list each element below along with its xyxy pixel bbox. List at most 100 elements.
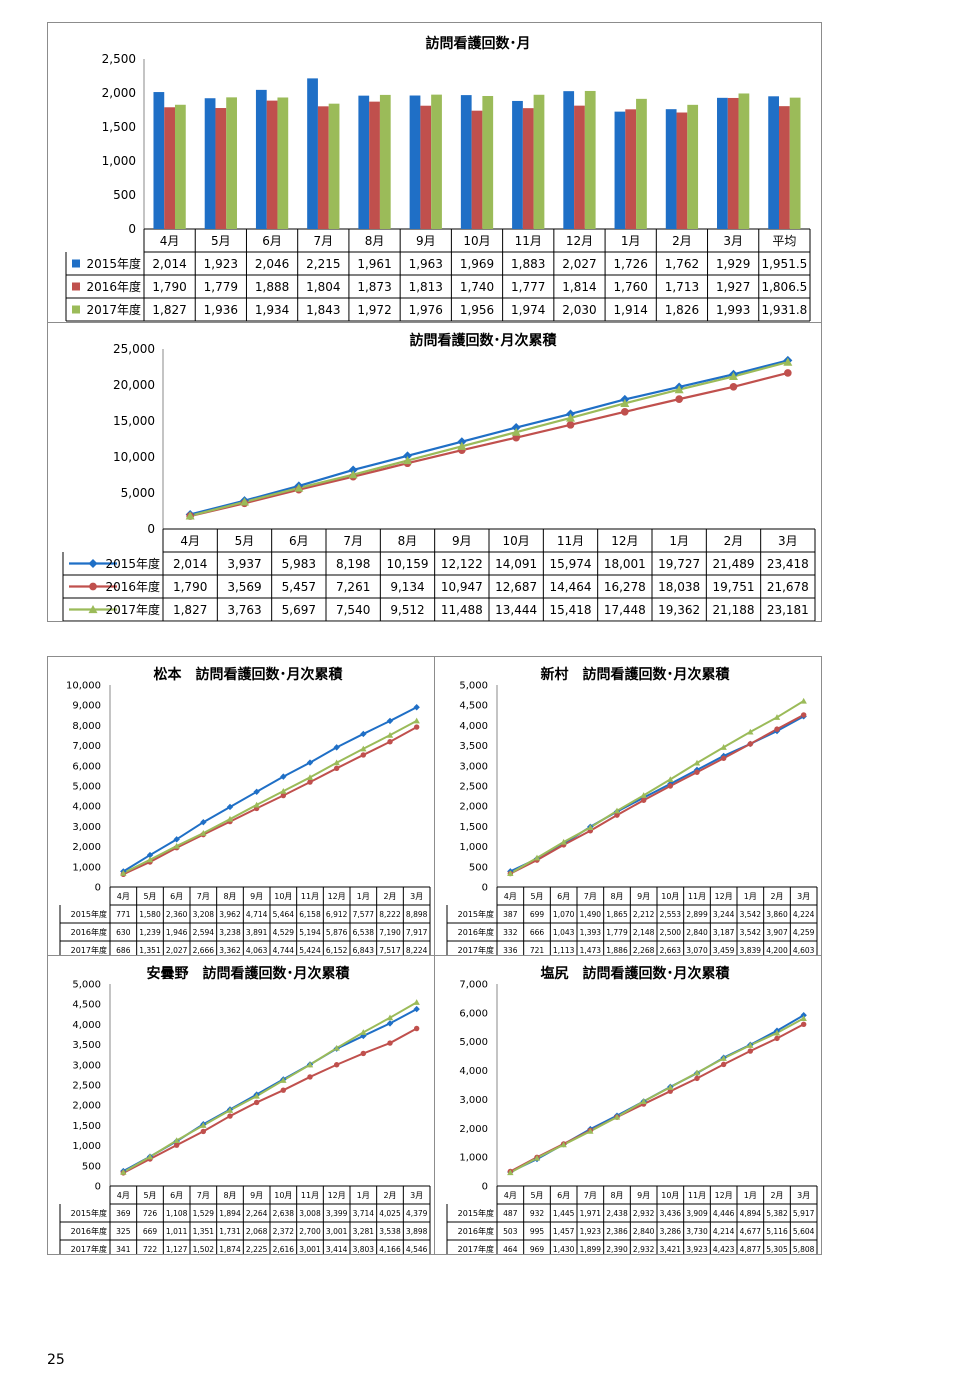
monthly-bar [533,94,545,229]
niimura-point [667,776,674,782]
cumulative-series-line [189,359,789,516]
monthly-data-label: 1,888 [255,280,289,294]
shiojiri-data-label: 1,457 [553,1227,575,1236]
monthly-category-label: 6月 [262,234,282,248]
shiojiri-data-label: 1,445 [553,1209,575,1218]
cumulative-ytick-label: 25,000 [113,342,155,356]
matsumoto-point [307,779,313,785]
azumino-data-label: 2,638 [273,1209,295,1218]
azumino-data-label: 3,803 [353,1245,375,1254]
cumulative-legend-label: 2015年度 [105,556,160,571]
monthly-ytick-label: 2,000 [102,86,136,100]
azumino-ytick-label: 4,000 [72,1020,101,1031]
niimura-data-label: 2,500 [660,928,682,937]
shiojiri-point [507,1169,514,1176]
niimura-ytick-label: 500 [469,862,488,873]
matsumoto-ytick-label: 1,000 [72,862,101,873]
niimura-point [560,838,567,845]
monthly-data-label: 2,030 [562,303,596,317]
chart-matsumoto-svg: 松本 訪問看護回数･月次累積 0 1,000 2,000 3,000 4,000 5,000… [59,666,431,955]
monthly-data-label: 1,976 [409,303,443,317]
chart-niimura: 新村 訪問看護回数･月次累積 0 500 1,000 1,500 2,000 2,500 3,… [434,656,822,956]
niimura-category-label: 8月 [610,892,623,901]
monthly-bar [420,105,432,229]
niimura-data-label: 2,268 [633,946,655,955]
cumulative-data-label: 5,457 [282,580,316,594]
matsumoto-point [333,759,340,766]
matsumoto-point [280,773,287,780]
cumulative-category-label: 1月 [669,534,689,548]
cumulative-category-label: 7月 [343,534,363,548]
niimura-data-label: 3,459 [713,946,735,955]
cumulative-data-label: 12,687 [495,580,537,594]
niimura-point [533,854,541,861]
matsumoto-point [200,829,207,836]
cumulative-point [457,441,467,450]
matsumoto-data-label: 7,577 [353,910,375,919]
cumulative-data-label: 15,974 [550,557,592,571]
matsumoto-legend-label: 2015年度 [71,909,107,919]
niimura-point [747,741,754,747]
cumulative-data-label: 21,678 [767,580,809,594]
shiojiri-ytick-label: 3,000 [459,1095,488,1106]
cumulative-data-label: 7,261 [336,580,370,594]
niimura-legend-label: 2015年度 [458,909,494,919]
shiojiri-data-label: 503 [503,1227,518,1236]
cumulative-data-label: 8,198 [336,557,370,571]
matsumoto-category-label: 6月 [170,892,183,901]
cumulative-legend-label: 2016年度 [105,579,160,594]
cumulative-category-label: 4月 [180,534,200,548]
matsumoto-data-label: 1,946 [166,928,188,937]
niimura-ytick-label: 3,000 [459,761,488,772]
matsumoto-data-label: 5,424 [299,946,321,955]
shiojiri-category-label: 6月 [557,1191,570,1200]
monthly-bar [277,97,289,229]
monthly-bar [317,106,329,229]
niimura-point [720,744,727,750]
cumulative-ytick-label: 15,000 [113,414,155,428]
shiojiri-category-label: 11月 [688,1191,706,1200]
monthly-data-label: 1,813 [409,280,443,294]
niimura-point [507,870,514,876]
cumulative-category-label: 6月 [289,534,309,548]
monthly-data-label: 1,963 [409,257,443,271]
cumulative-point [621,407,629,416]
matsumoto-data-label: 1,580 [139,910,161,919]
azumino-ytick-label: 2,000 [72,1101,101,1112]
matsumoto-data-label: 1,239 [139,928,161,937]
cumulative-data-label: 3,763 [227,603,261,617]
cumulative-category-label: 3月 [778,534,798,548]
shiojiri-category-label: 5月 [530,1191,543,1200]
matsumoto-ytick-label: 2,000 [72,842,101,853]
page-number: 25 [47,1352,65,1368]
niimura-point [774,726,780,732]
cumulative-data-label: 3,937 [227,557,261,571]
matsumoto-point [146,851,154,859]
matsumoto-ytick-label: 7,000 [72,741,101,752]
shiojiri-point [773,1029,781,1036]
monthly-data-label: 1,993 [716,303,750,317]
shiojiri-data-label: 5,116 [766,1227,788,1236]
shiojiri-point [693,1069,701,1076]
shiojiri-data-label: 5,808 [793,1245,815,1254]
azumino-point [226,1107,234,1113]
shiojiri-ytick-label: 7,000 [459,980,488,991]
niimura-data-label: 1,473 [580,946,602,955]
matsumoto-ytick-label: 6,000 [72,761,101,772]
azumino-ytick-label: 1,500 [72,1121,101,1132]
niimura-data-label: 332 [503,928,518,937]
matsumoto-data-label: 6,843 [353,946,375,955]
cumulative-legend-label: 2017年度 [105,602,160,617]
niimura-data-label: 721 [530,946,545,955]
monthly-data-label: 1,931.8 [761,303,807,317]
azumino-data-label: 1,127 [166,1245,188,1254]
monthly-data-label: 1,804 [306,280,340,294]
monthly-bar [460,95,472,229]
monthly-bar [431,94,442,229]
shiojiri-legend-label: 2017年度 [458,1244,494,1254]
cumulative-data-label: 3,569 [227,580,261,594]
matsumoto-category-label: 4月 [117,892,130,901]
matsumoto-data-label: 686 [116,946,131,955]
niimura-category-label: 10月 [661,892,679,901]
cumulative-point [620,398,630,407]
